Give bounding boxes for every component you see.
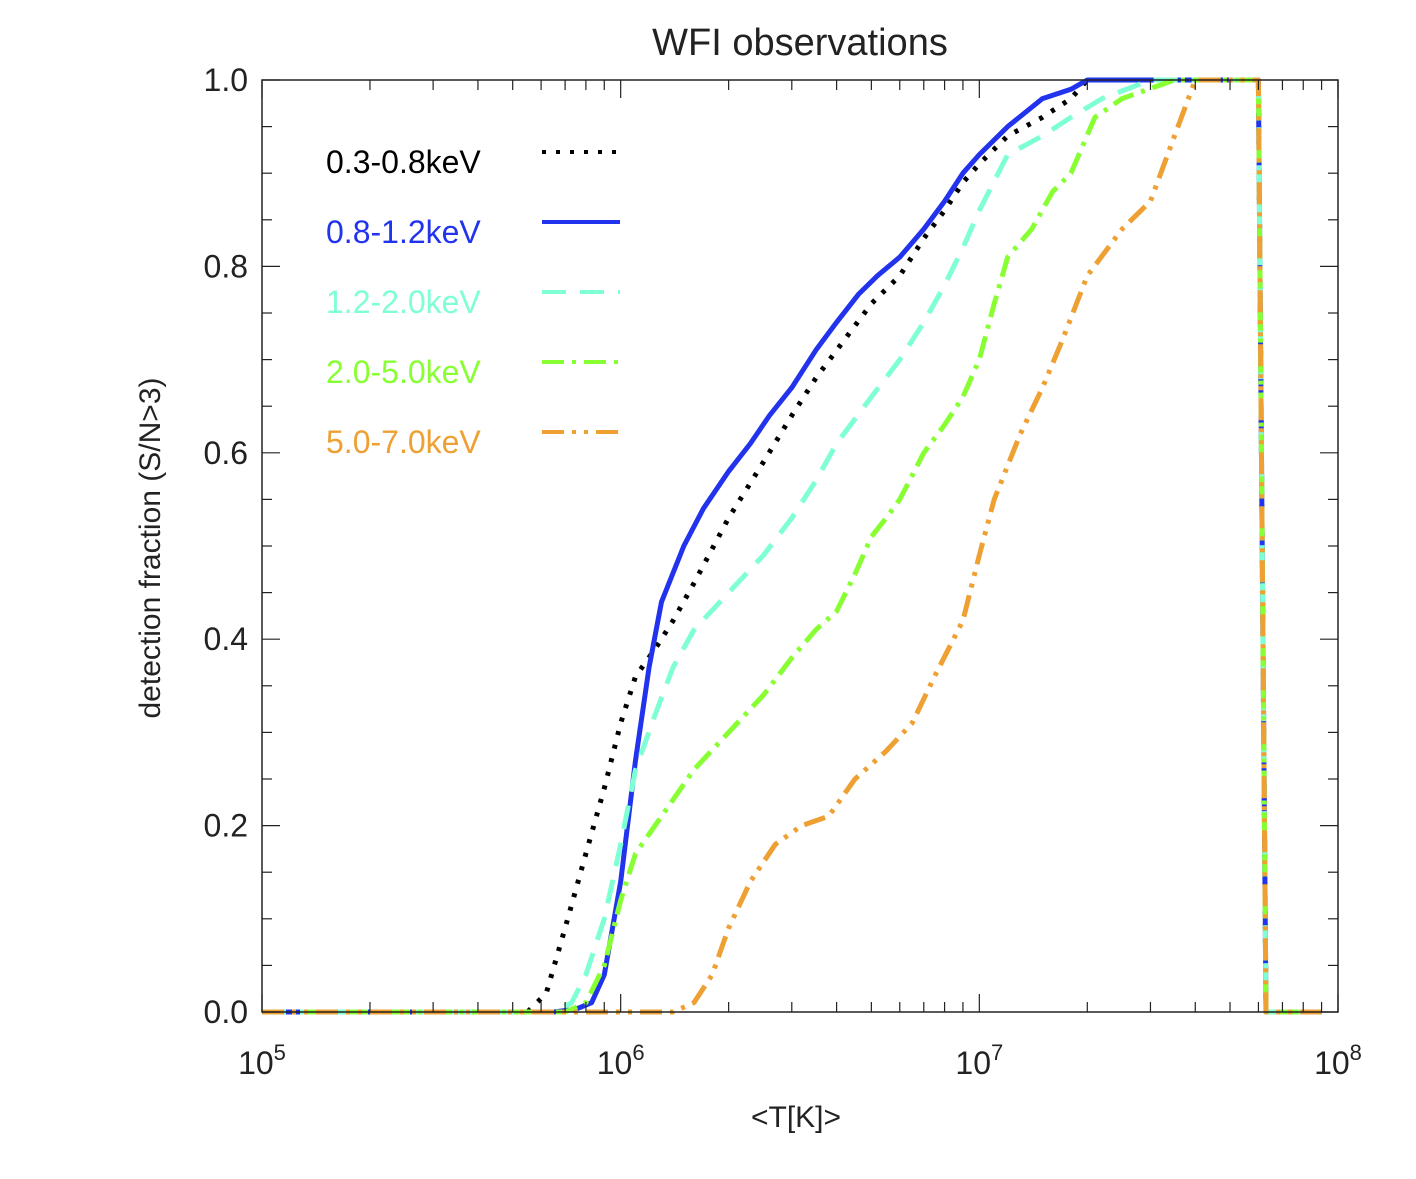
series-line-1	[262, 77, 1322, 1015]
y-tick-label: 0.0	[204, 994, 248, 1030]
y-tick-label: 0.6	[204, 435, 248, 471]
x-tick-label: 105	[238, 1040, 286, 1081]
legend-label-3: 1.2-2.0keV	[326, 284, 481, 320]
y-tick-labels: 0.0 0.2 0.4 0.6 0.8 1.0	[204, 62, 248, 1030]
series-line-2	[262, 77, 1322, 1015]
legend-label-2: 0.8-1.2keV	[326, 214, 481, 250]
series-line-4	[262, 77, 1322, 1015]
series-line-5	[262, 77, 1322, 1015]
x-tick-label: 106	[597, 1040, 645, 1081]
plot-lines	[262, 77, 1322, 1015]
x-tick-label: 108	[1314, 1040, 1362, 1081]
y-tick-label: 0.4	[204, 621, 248, 657]
x-axis-label: <T[K]>	[751, 1101, 841, 1134]
legend-label-1: 0.3-0.8keV	[326, 144, 481, 180]
chart-title: WFI observations	[652, 22, 948, 64]
legend-label-5: 5.0-7.0keV	[326, 424, 481, 460]
x-tick-labels: 105 106 107 108	[238, 1040, 1362, 1081]
x-tick-label: 107	[955, 1040, 1003, 1081]
y-axis-label: detection fraction (S/N>3)	[134, 377, 167, 718]
y-tick-label: 0.2	[204, 808, 248, 844]
legend: 0.3-0.8keV 0.8-1.2keV 1.2-2.0keV 2.0-5.0keV…	[326, 144, 620, 460]
y-tick-label: 1.0	[204, 62, 248, 98]
axis-ticks	[261, 79, 1339, 1013]
y-tick-label: 0.8	[204, 248, 248, 284]
legend-label-4: 2.0-5.0keV	[326, 354, 481, 390]
